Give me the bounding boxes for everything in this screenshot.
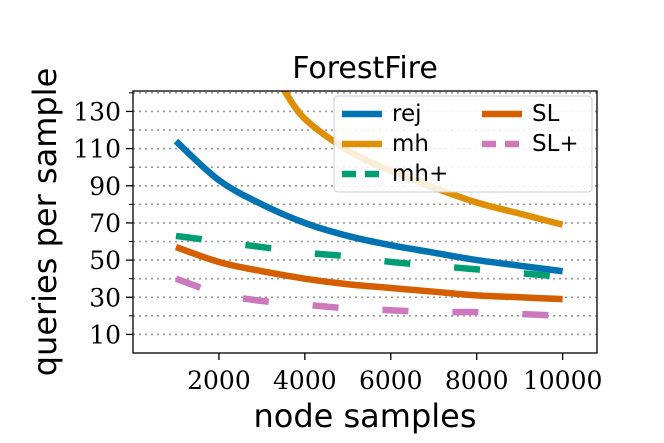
- y-axis-label: queries per sample: [26, 68, 64, 377]
- legend-label: rej: [392, 101, 422, 127]
- y-tick-label: 130: [73, 97, 121, 126]
- y-tick-label: 90: [89, 172, 121, 201]
- series-line-sl: [174, 244, 563, 303]
- chart-title: ForestFire: [292, 51, 438, 86]
- y-tick-label: 50: [89, 246, 121, 275]
- axis-ticks: 10 30 50 70 90 110 130 2000 4000 6000 8000 10000: [73, 92, 603, 395]
- x-tick-label: 4000: [273, 366, 337, 395]
- x-tick-label: 6000: [359, 366, 423, 395]
- x-tick-label: 8000: [445, 366, 509, 395]
- x-tick-label: 2000: [187, 366, 251, 395]
- y-tick-label: 70: [89, 209, 121, 238]
- x-tick-label: 10000: [523, 366, 603, 395]
- legend-label: mh+: [392, 161, 448, 187]
- plot-frame: [132, 90, 598, 354]
- y-tick-label: 110: [73, 135, 121, 164]
- series-line-rej: [173, 138, 564, 275]
- legend-box: [333, 95, 593, 193]
- x-axis-label: node samples: [253, 397, 476, 435]
- legend-label: SL+: [532, 131, 579, 157]
- legend-label: mh: [392, 131, 429, 157]
- legend-label: SL: [532, 101, 560, 127]
- y-tick-label: 30: [89, 283, 121, 312]
- y-tick-label: 10: [89, 320, 121, 349]
- legend: rej mh mh+ SL SL+: [333, 95, 593, 193]
